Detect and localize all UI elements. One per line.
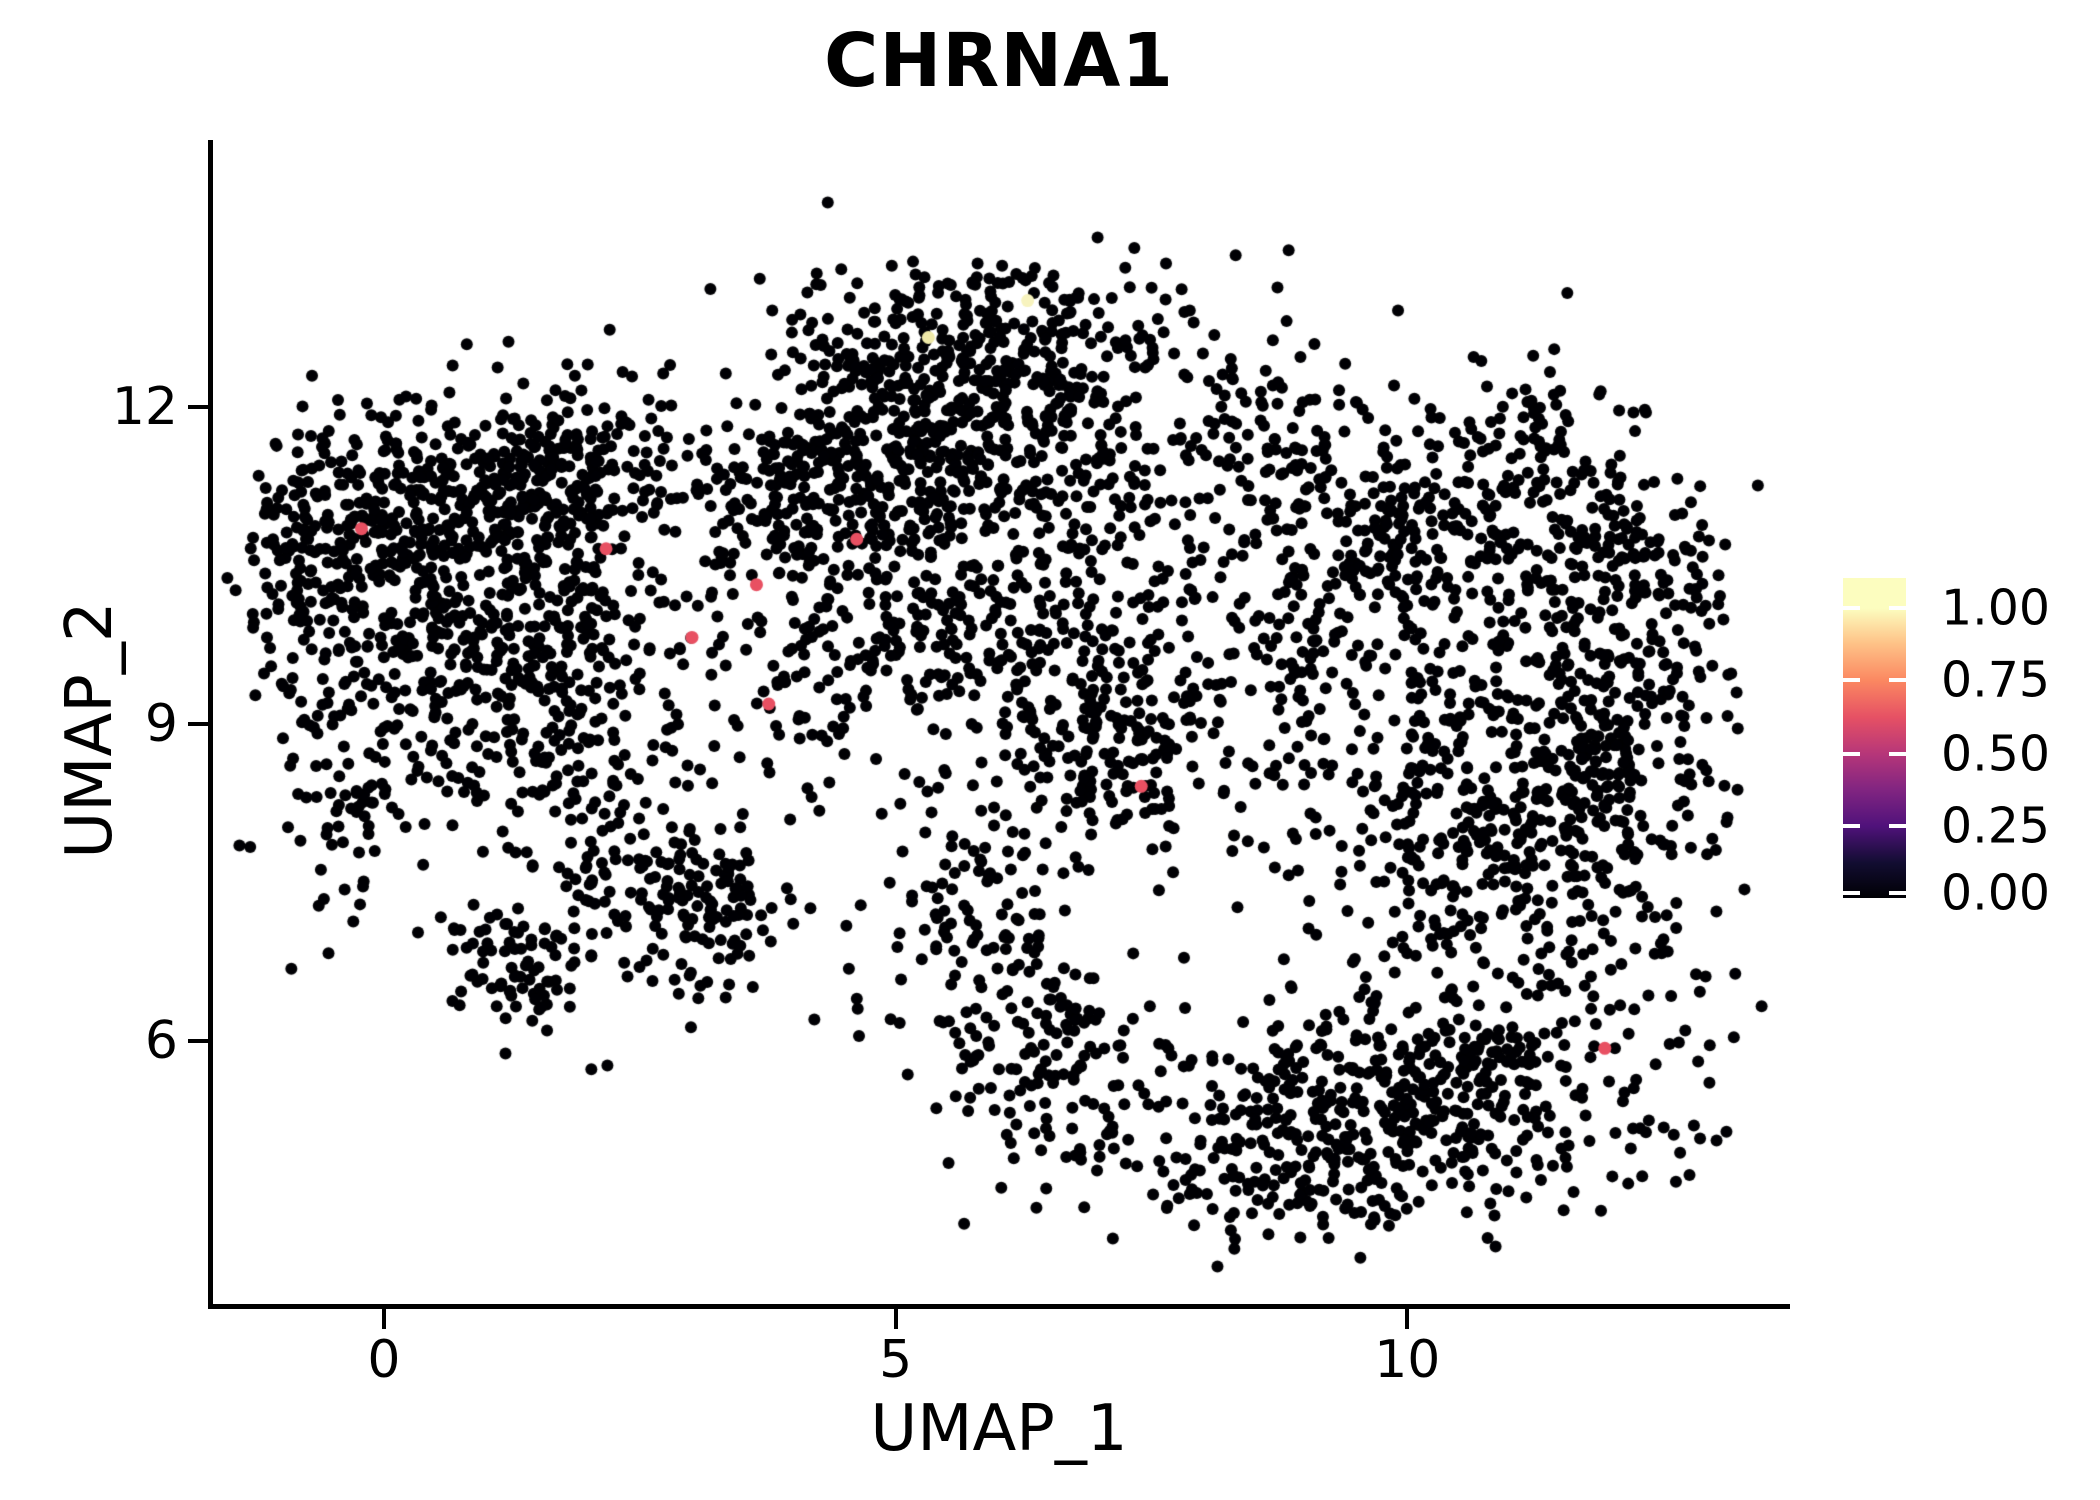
colorbar-tick-label: 0.00: [1941, 864, 2051, 922]
x-tick-label: 10: [1374, 1330, 1441, 1390]
colorbar-tick-label: 0.25: [1941, 797, 2051, 855]
y-tick-label: 12: [111, 377, 178, 438]
colorbar-tick-mark: [1843, 824, 1860, 828]
y-tick-label: 9: [144, 694, 178, 755]
colorbar-tick-mark: [1843, 606, 1860, 611]
x-tick-label: 5: [879, 1330, 913, 1390]
y-tick-mark: [188, 1038, 208, 1043]
colorbar-tick-mark: [1843, 751, 1860, 756]
x-tick-mark: [893, 1309, 898, 1329]
y-tick-mark: [188, 405, 208, 410]
y-axis-line: [208, 140, 213, 1308]
colorbar-tick-mark: [1843, 678, 1860, 683]
colorbar-tick-mark: [1889, 891, 1906, 896]
colorbar-tick-mark: [1889, 606, 1906, 611]
y-axis-title: UMAP_2: [53, 601, 127, 859]
colorbar-tick-label: 0.50: [1941, 725, 2051, 783]
expression-colorbar: [1843, 578, 1906, 898]
y-tick-mark: [188, 722, 208, 727]
x-axis-line: [208, 1304, 1790, 1309]
x-tick-mark: [381, 1309, 386, 1329]
colorbar-tick-label: 0.75: [1941, 651, 2051, 709]
x-axis-title: UMAP_1: [870, 1392, 1128, 1466]
x-tick-label: 0: [367, 1330, 401, 1390]
colorbar-tick-mark: [1889, 824, 1906, 828]
y-tick-label: 6: [144, 1010, 178, 1071]
colorbar-tick-mark: [1889, 751, 1906, 756]
colorbar-tick-mark: [1889, 678, 1906, 683]
x-tick-mark: [1405, 1309, 1410, 1329]
colorbar-tick-mark: [1843, 891, 1860, 896]
colorbar-tick-label: 1.00: [1941, 579, 2051, 637]
